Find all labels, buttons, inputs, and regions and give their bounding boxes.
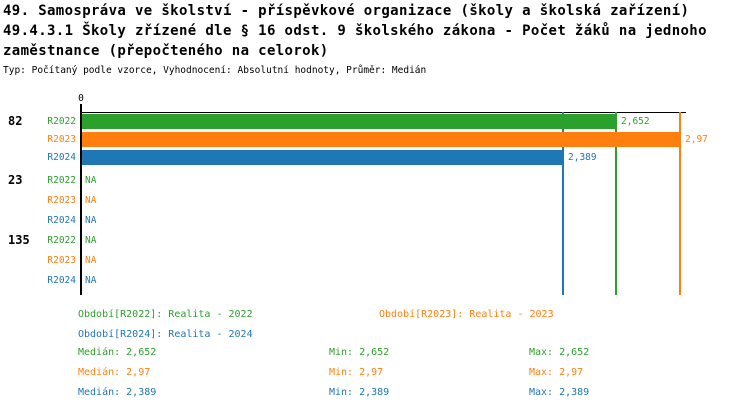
na-value-23-r2023: NA (85, 195, 97, 206)
row-label-23-r2024: R2024 (47, 215, 76, 226)
bar-value-82-r2022: 2,652 (621, 116, 650, 127)
median-line-r2023 (679, 112, 681, 295)
bar-82-r2024 (82, 150, 563, 165)
na-value-135-r2024: NA (85, 275, 97, 286)
stat-median-r2024: Medián: 2,389 (78, 387, 157, 398)
row-label-23-r2022: R2022 (47, 175, 76, 186)
median-line-r2024 (562, 112, 564, 295)
row-label-82-r2023: R2023 (47, 134, 76, 145)
bar-value-82-r2023: 2,97 (685, 134, 708, 145)
row-label-82-r2024: R2024 (47, 152, 76, 163)
stat-min-r2023: Min: 2,97 (329, 367, 384, 378)
y-axis-line (80, 104, 82, 295)
row-label-135-r2023: R2023 (47, 255, 76, 266)
legend-item-r2023: Období[R2023]: Realita - 2023 (379, 309, 554, 320)
stat-median-r2023: Medián: 2,97 (78, 367, 151, 378)
stat-max-r2023: Max: 2,97 (529, 367, 584, 378)
legend-item-r2024: Období[R2024]: Realita - 2024 (78, 329, 253, 340)
report-title-line3: zaměstnance (přepočteného na celorok) (3, 43, 329, 59)
x-axis-zero-tick-label: 0 (78, 93, 84, 104)
na-value-23-r2022: NA (85, 175, 97, 186)
stat-min-r2022: Min: 2,652 (329, 347, 390, 358)
stat-min-r2024: Min: 2,389 (329, 387, 390, 398)
stat-max-r2024: Max: 2,389 (529, 387, 590, 398)
na-value-135-r2023: NA (85, 255, 97, 266)
na-value-23-r2024: NA (85, 215, 97, 226)
legend-item-r2022: Období[R2022]: Realita - 2022 (78, 309, 253, 320)
group-label-23: 23 (8, 173, 23, 187)
group-label-135: 135 (8, 233, 30, 247)
x-axis-top-line (82, 112, 686, 113)
report-title-line1: 49. Samospráva ve školství - příspěvkové… (3, 3, 690, 19)
row-label-23-r2023: R2023 (47, 195, 76, 206)
group-label-82: 82 (8, 114, 23, 128)
bar-82-r2023 (82, 132, 680, 147)
bar-82-r2022 (82, 114, 616, 129)
report-meta-line: Typ: Počítaný podle vzorce, Vyhodnocení:… (3, 65, 427, 76)
row-label-135-r2022: R2022 (47, 235, 76, 246)
row-label-135-r2024: R2024 (47, 275, 76, 286)
stat-max-r2022: Max: 2,652 (529, 347, 590, 358)
report-title-line2: 49.4.3.1 Školy zřízené dle § 16 odst. 9 … (3, 23, 707, 39)
bar-value-82-r2024: 2,389 (568, 152, 597, 163)
row-label-82-r2022: R2022 (47, 116, 76, 127)
median-line-r2022 (615, 112, 617, 295)
stat-median-r2022: Medián: 2,652 (78, 347, 157, 358)
na-value-135-r2022: NA (85, 235, 97, 246)
